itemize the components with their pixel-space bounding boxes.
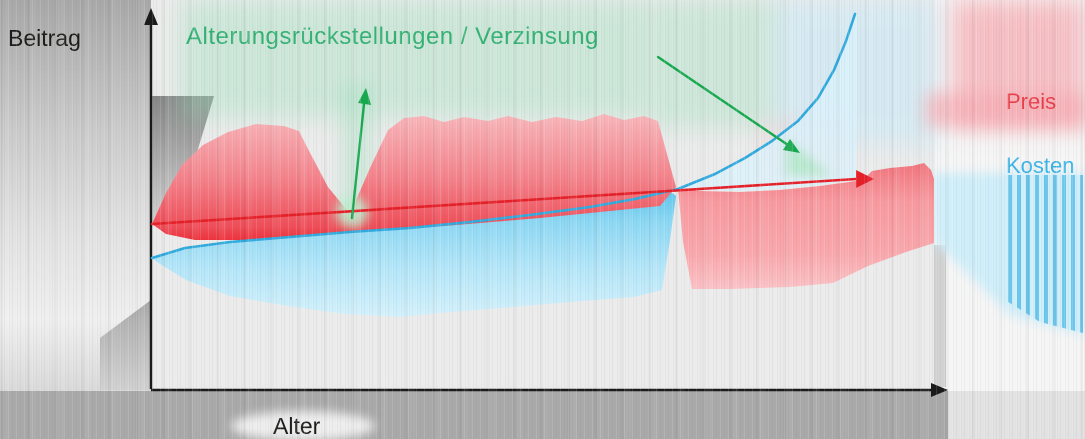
x-axis-label: Alter xyxy=(273,413,321,439)
haze-artifacts xyxy=(180,0,1085,335)
area-price-right xyxy=(678,163,934,289)
alter-label-halo xyxy=(231,411,375,439)
x-axis-arrowhead-icon xyxy=(931,383,948,397)
blue-stripe-smear xyxy=(1005,175,1083,333)
chart-labels: Beitrag Alter Alterungsrückstellungen / … xyxy=(8,23,1075,439)
green-arrow-up-head-icon xyxy=(358,88,371,105)
below-axis-band-right xyxy=(948,391,1085,439)
area-price-left xyxy=(152,114,676,240)
y-axis-arrowhead-icon xyxy=(144,8,158,25)
below-axis-band xyxy=(0,391,948,439)
arrow-smear-column xyxy=(934,245,946,387)
green-glow-right xyxy=(786,138,833,176)
axis-corner-shadow xyxy=(100,300,151,390)
y-axis-label: Beitrag xyxy=(8,25,81,51)
pink-haze-preis-band xyxy=(925,93,1085,127)
green-haze-mid xyxy=(650,0,780,128)
green-arrow-up xyxy=(350,102,366,220)
price-legend-label: Preis xyxy=(1006,89,1056,114)
costs-legend-label: Kosten xyxy=(1006,153,1075,178)
axes xyxy=(149,23,933,392)
price-line xyxy=(150,177,858,226)
chart-lines xyxy=(150,12,874,260)
green-arrow-down-head-icon xyxy=(783,139,800,153)
annotation-label: Alterungsrückstellungen / Verzinsung xyxy=(186,23,599,50)
area-cost-over-price xyxy=(678,14,857,191)
cost-curve xyxy=(150,12,857,260)
price-arrowhead-icon xyxy=(856,170,874,188)
chart-areas xyxy=(152,14,934,317)
green-arrow-down xyxy=(656,55,790,147)
green-haze-left xyxy=(180,0,650,118)
area-costs xyxy=(152,191,676,317)
